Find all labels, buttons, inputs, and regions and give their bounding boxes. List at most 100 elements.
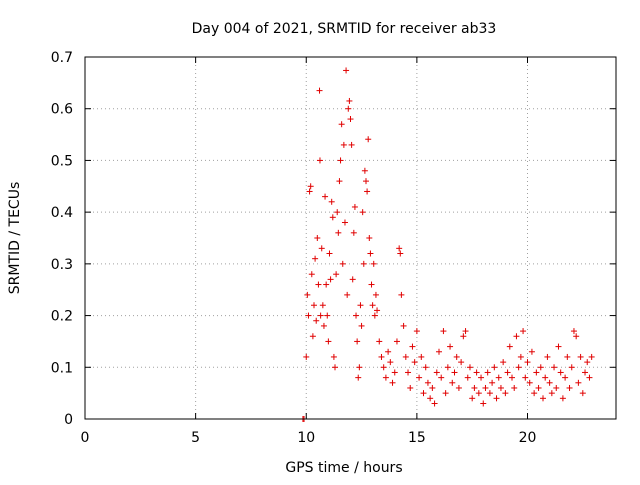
data-point [339,260,346,267]
data-point [309,333,316,340]
data-point [418,353,425,360]
data-point [570,328,577,335]
data-point [464,374,471,381]
y-tick-label: 0.1 [51,360,73,376]
data-point [489,379,496,386]
data-point [372,291,379,298]
data-point [431,400,438,407]
data-point [349,276,356,283]
data-point [515,364,522,371]
data-point [582,369,589,376]
y-axis-label: SRMTID / TECUs [7,182,23,295]
data-point [332,364,339,371]
data-point [319,302,326,309]
data-point [444,364,451,371]
data-point [343,67,350,74]
data-point [387,359,394,366]
y-tick-label: 0.2 [51,309,73,325]
data-point [466,364,473,371]
data-point [411,359,418,366]
data-point [382,374,389,381]
data-point [537,364,544,371]
data-point [442,390,449,397]
data-point [568,364,575,371]
data-point [364,188,371,195]
data-point [369,302,376,309]
data-point [306,188,313,195]
data-point [325,338,332,345]
data-point [347,116,354,123]
data-point [358,322,365,329]
data-point [305,312,312,319]
data-point [402,353,409,360]
data-point [374,307,381,314]
data-point [526,379,533,386]
data-point [313,317,320,324]
data-point [564,353,571,360]
data-point [436,348,442,355]
data-point [455,384,462,391]
data-point [542,374,549,381]
data-point [393,338,400,345]
data-point [520,328,527,335]
data-point [588,353,595,360]
chart-title: Day 004 of 2021, SRMTID for receiver ab3… [192,21,497,37]
data-point [480,400,487,407]
data-point [312,255,319,262]
grid [85,57,616,419]
y-tick-label: 0.4 [51,205,73,221]
data-point [458,359,465,366]
data-point [303,353,310,360]
data-point [528,348,535,355]
data-point [557,369,564,376]
data-point [323,281,330,288]
data-point [562,374,569,381]
x-tick-label: 15 [408,430,426,446]
data-point [460,333,467,340]
data-point [304,291,311,298]
data-point [371,312,378,319]
data-point [573,333,580,340]
axis-ticks: 0 0.1 0.2 0.3 0.4 0.5 0.6 0.7 0 5 10 15 20 [51,50,616,446]
data-point [495,374,502,381]
data-point [329,214,336,221]
data-point [513,333,520,340]
data-point [449,379,456,386]
data-point [315,281,322,288]
data-point [462,328,469,335]
data-point [497,384,504,391]
data-point [584,359,591,366]
data-point [346,97,353,104]
data-point [546,379,553,386]
data-point [500,359,507,366]
data-point [368,281,375,288]
data-point [310,302,317,309]
x-tick-label: 5 [191,430,200,446]
data-point [326,250,333,257]
data-point [380,364,387,371]
data-point [316,157,323,164]
x-tick-label: 10 [297,430,315,446]
data-point [396,245,403,252]
data-point [555,343,562,350]
data-point [341,219,348,226]
data-point [511,384,518,391]
data-point [378,353,385,360]
data-point [422,364,429,371]
data-point [344,291,351,298]
data-point [389,379,396,386]
data-point [471,384,478,391]
data-point [478,374,485,381]
y-tick-label: 0.5 [51,153,73,169]
data-point [333,271,340,278]
data-point [553,384,560,391]
data-point [335,229,342,236]
data-point [350,229,357,236]
data-point [438,374,445,381]
data-point [345,105,352,112]
data-point [522,374,529,381]
data-point [420,390,427,397]
data-point [328,198,335,205]
data-point [544,353,551,360]
data-point [559,395,566,402]
